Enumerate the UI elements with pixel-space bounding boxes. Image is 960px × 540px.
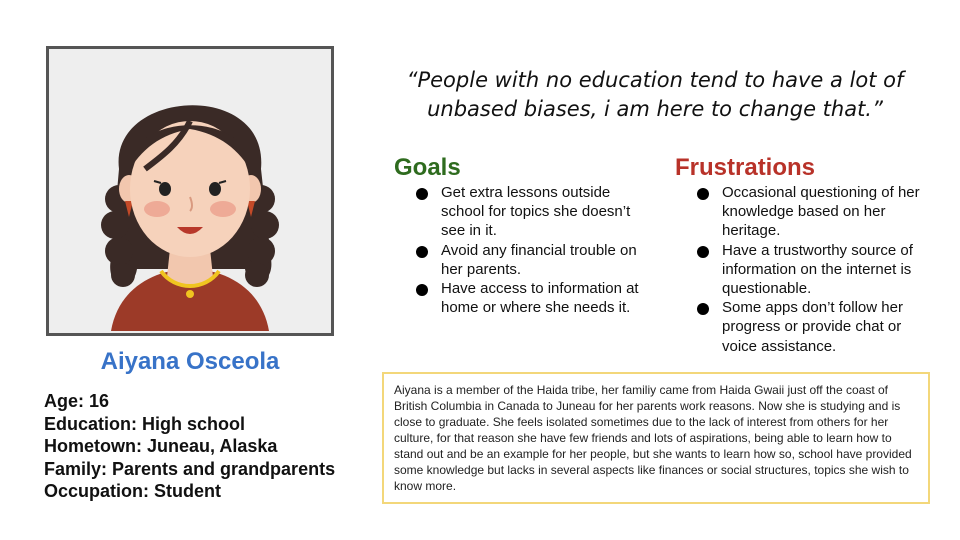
- persona-facts: Age: 16 Education: High school Hometown:…: [44, 390, 335, 503]
- fact-family: Family: Parents and grandparents: [44, 458, 336, 479]
- frustration-item-text: Occasional questioning of her knowledge …: [722, 184, 920, 240]
- frustration-item: Have a trustworthy source of information…: [689, 241, 929, 299]
- frustration-item: Some apps don’t follow her progress or p…: [689, 298, 929, 356]
- bullet-icon: [697, 188, 709, 200]
- goal-item-text: Avoid any financial trouble on her paren…: [441, 241, 637, 278]
- bullet-icon: [416, 245, 428, 258]
- goal-item-text: Get extra lessons outside school for top…: [441, 184, 631, 240]
- fact-occupation: Occupation: Student: [44, 481, 221, 501]
- persona-name: Aiyana Osceola: [100, 348, 280, 375]
- goal-item-text: Have access to information at home or wh…: [441, 280, 639, 317]
- goal-item: Have access to information at home or wh…: [408, 279, 648, 317]
- frustration-item: Occasional questioning of her knowledge …: [689, 183, 929, 241]
- bullet-icon: [416, 188, 428, 200]
- bullet-icon: [697, 245, 709, 258]
- frustration-item-text: Have a trustworthy source of information…: [722, 241, 913, 298]
- goal-item: Avoid any financial trouble on her paren…: [408, 241, 648, 279]
- persona-avatar: [46, 46, 334, 336]
- fact-age: Age: 16: [44, 391, 110, 411]
- frustrations-list: Occasional questioning of her knowledge …: [689, 183, 929, 356]
- persona-bio: Aiyana is a member of the Haida tribe, h…: [382, 372, 930, 504]
- bullet-icon: [697, 303, 709, 316]
- goals-heading: Goals: [394, 154, 461, 181]
- fact-hometown: Hometown: Juneau, Alaska: [44, 436, 278, 456]
- frustrations-heading: Frustrations: [675, 154, 816, 181]
- goals-list: Get extra lessons outside school for top…: [408, 183, 648, 317]
- persona-quote: “People with no education tend to have a…: [406, 68, 904, 121]
- fact-education: Education: High school: [44, 413, 245, 434]
- bullet-icon: [416, 284, 428, 297]
- goal-item: Get extra lessons outside school for top…: [408, 183, 648, 241]
- frustration-item-text: Some apps don’t follow her progress or p…: [722, 299, 903, 355]
- girl-portrait-illustration: [101, 105, 279, 331]
